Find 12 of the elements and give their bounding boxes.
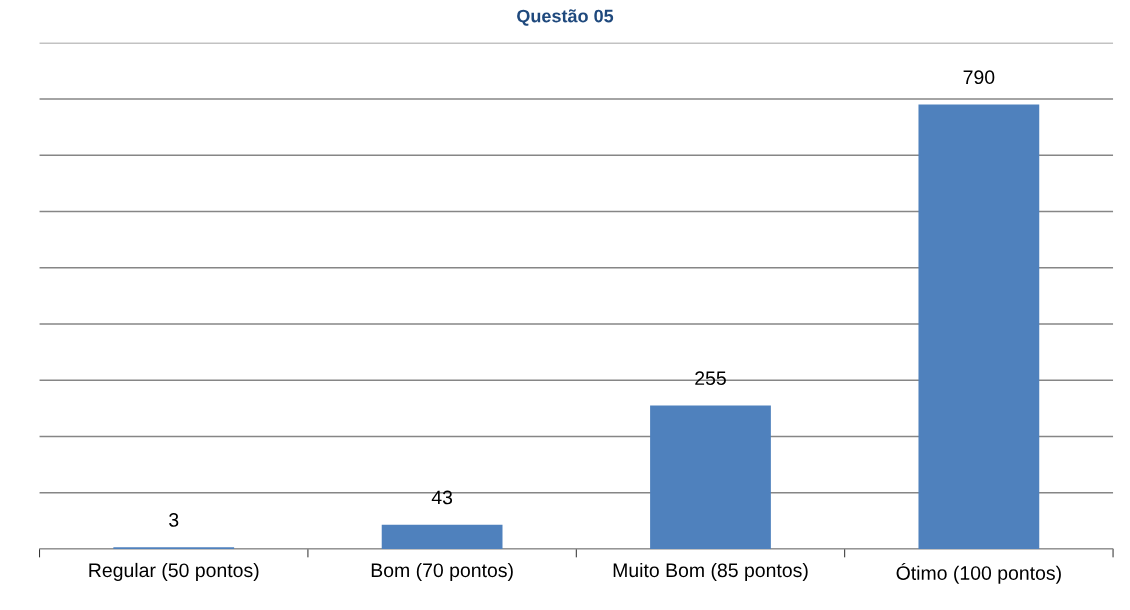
x-tick-label: Regular (50 pontos) xyxy=(89,562,259,582)
x-tick-label: Muito Bom (85 pontos) xyxy=(613,562,808,582)
data-label: 255 xyxy=(695,371,726,386)
bar xyxy=(381,524,503,549)
data-label: 43 xyxy=(431,490,453,505)
data-label: 3 xyxy=(169,513,179,527)
x-tick-label: Bom (70 pontos) xyxy=(371,562,513,582)
data-label: 790 xyxy=(963,70,995,85)
bar xyxy=(918,104,1040,549)
x-tick-label: Ótimo (100 pontos) xyxy=(896,562,1061,584)
bar xyxy=(650,405,771,549)
chart-title: Questão 05 xyxy=(517,9,614,26)
